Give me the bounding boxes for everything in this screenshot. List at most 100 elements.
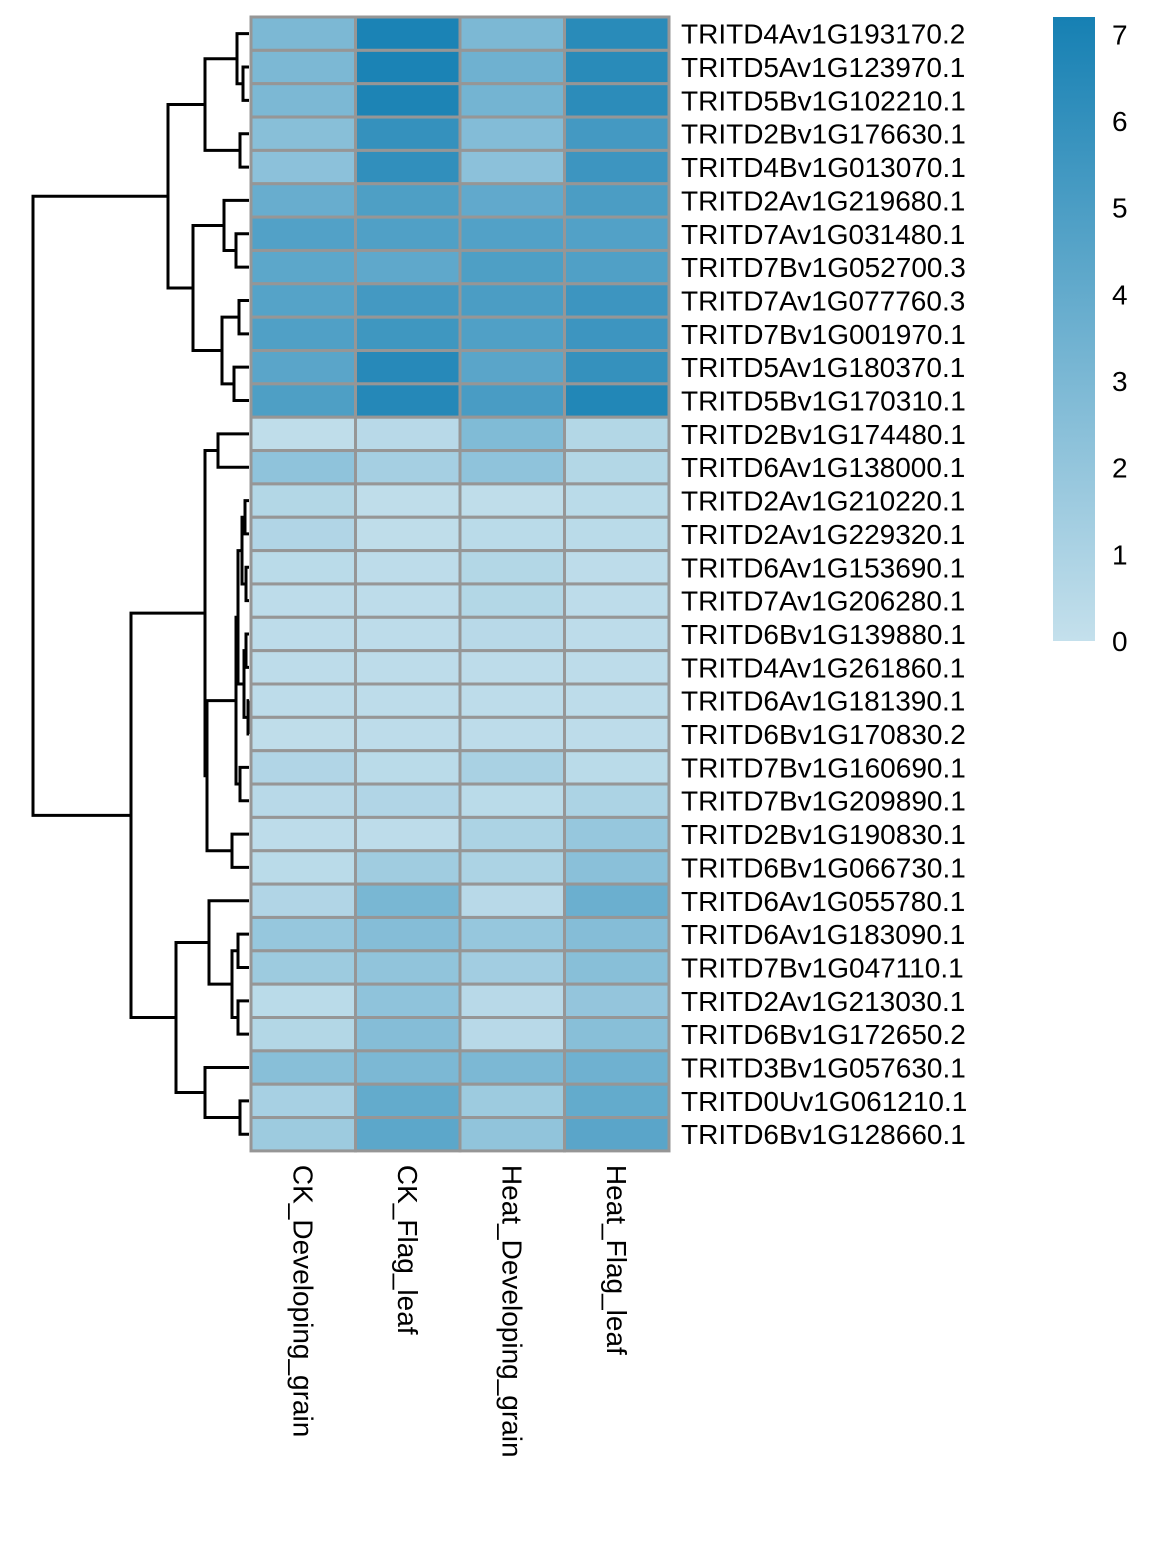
heatmap-cell [563, 782, 671, 819]
heatmap-cell [458, 815, 566, 853]
heatmap-cell [458, 549, 566, 586]
heatmap-cell [458, 1016, 566, 1053]
colorbar-tick-label: 0 [1112, 626, 1128, 657]
dendrogram-branch [238, 1099, 249, 1136]
heatmap-cell [563, 1082, 671, 1120]
row-label: TRITD7Av1G077760.3 [681, 285, 965, 316]
dendrogram-branch [234, 232, 249, 269]
heatmap-cell [249, 582, 357, 619]
heatmap-cell [563, 815, 671, 853]
heatmap-cell [354, 549, 462, 586]
heatmap-cell [458, 915, 566, 953]
colorbar-tick-label: 6 [1112, 106, 1128, 137]
row-label: TRITD6Bv1G128660.1 [681, 1119, 966, 1150]
heatmap-cell [249, 248, 357, 286]
column-labels: CK_Developing_grain CK_Flag_leaf Heat_Deve… [287, 1165, 632, 1458]
heatmap-cell [249, 1016, 357, 1053]
heatmap-cell [354, 382, 462, 419]
dendrogram-branch [166, 103, 205, 290]
dendrogram-branch [236, 999, 249, 1036]
column-label: CK_Flag_leaf [392, 1165, 423, 1335]
heatmap-cell [249, 715, 357, 753]
heatmap-cell [354, 449, 462, 486]
heatmap-cell [249, 315, 357, 352]
heatmap-cell [563, 915, 671, 953]
row-label: TRITD2Av1G219680.1 [681, 185, 965, 216]
row-label: TRITD4Bv1G013070.1 [681, 152, 966, 183]
row-label: TRITD6Av1G153690.1 [681, 552, 965, 583]
heatmap-cell [249, 515, 357, 553]
heatmap-cell [563, 649, 671, 686]
heatmap-cell [354, 315, 462, 352]
row-label: TRITD7Bv1G052700.3 [681, 252, 966, 283]
heatmap-cell [354, 1116, 462, 1153]
heatmap-cell [563, 682, 671, 719]
row-label: TRITD6Av1G055780.1 [681, 886, 965, 917]
colorbar-tick-label: 5 [1112, 193, 1128, 224]
heatmap-cell [354, 415, 462, 453]
heatmap-cell [354, 82, 462, 119]
heatmap-cell [354, 749, 462, 786]
heatmap-cell [249, 982, 357, 1020]
heatmap-cell [563, 115, 671, 152]
row-label: TRITD5Bv1G102210.1 [681, 85, 966, 116]
heatmap-cell [354, 815, 462, 853]
heatmap-cell [249, 15, 357, 52]
dendrogram-branch [203, 1066, 249, 1120]
heatmap-cell [249, 148, 357, 186]
heatmap-cell [249, 749, 357, 786]
heatmap-cell [354, 1016, 462, 1053]
row-label: TRITD2Bv1G176630.1 [681, 119, 966, 150]
row-dendrogram [31, 32, 250, 1136]
heatmap-cell [458, 349, 566, 386]
heatmap-cell [249, 182, 357, 219]
row-label: TRITD7Bv1G047110.1 [681, 952, 964, 983]
row-label: TRITD4Av1G193170.2 [681, 19, 965, 50]
heatmap-cell [458, 1116, 566, 1153]
dendrogram-branch [241, 65, 249, 102]
heatmap-cell [458, 849, 566, 886]
heatmap-cell [354, 349, 462, 386]
heatmap-cell [354, 782, 462, 819]
row-label: TRITD6Av1G138000.1 [681, 452, 965, 483]
heatmap-cell [458, 482, 566, 519]
dendrogram-branch [207, 899, 249, 986]
colorbar-tick-label: 1 [1112, 539, 1128, 570]
heatmap-cell [249, 649, 357, 686]
row-label: TRITD7Bv1G209890.1 [681, 786, 966, 817]
heatmap-cell [249, 382, 357, 419]
heatmap-cell [458, 415, 566, 453]
heatmap-cell [354, 982, 462, 1020]
row-label: TRITD5Bv1G170310.1 [681, 386, 966, 417]
row-label: TRITD2Bv1G174480.1 [681, 419, 966, 450]
row-label: TRITD6Bv1G170830.2 [681, 719, 966, 750]
heatmap-cell [354, 882, 462, 919]
heatmap-cell [563, 1049, 671, 1086]
heatmap-cell [249, 482, 357, 519]
heatmap-cell [458, 315, 566, 352]
heatmap-cell [249, 82, 357, 119]
dendrogram-branch [203, 57, 240, 152]
row-label: TRITD7Bv1G001970.1 [681, 319, 966, 350]
heatmap-cell [563, 182, 671, 219]
colorbar-tick-label: 3 [1112, 366, 1128, 397]
heatmap-cell [354, 115, 462, 152]
heatmap-cell [458, 148, 566, 186]
dendrogram-branch [216, 432, 249, 469]
heatmap-cell [249, 549, 357, 586]
row-label: TRITD4Av1G261860.1 [681, 652, 965, 683]
heatmap-cell [249, 1082, 357, 1120]
heatmap-cell [458, 115, 566, 152]
row-label: TRITD2Av1G229320.1 [681, 519, 965, 550]
heatmap-cell [458, 949, 566, 986]
heatmap-cell [249, 349, 357, 386]
heatmap-cell [563, 48, 671, 86]
heatmap-cell [563, 148, 671, 186]
colorbar-tick-label: 4 [1112, 279, 1128, 310]
heatmap-cell [249, 48, 357, 86]
heatmap-cell [249, 949, 357, 986]
colorbar-tick-label: 2 [1112, 453, 1128, 484]
heatmap-cell [354, 1082, 462, 1120]
heatmap-cell [354, 682, 462, 719]
heatmap-cell [563, 982, 671, 1020]
